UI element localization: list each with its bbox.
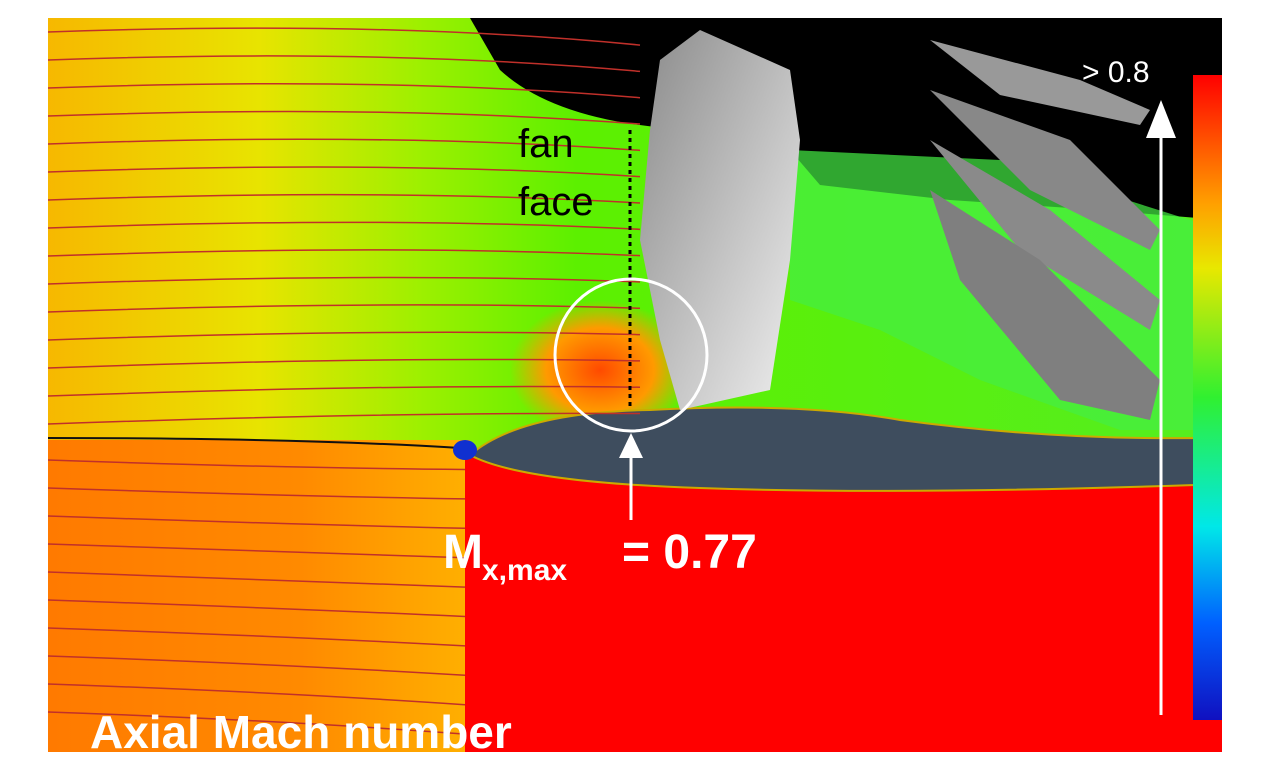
mach-value: = 0.77: [622, 526, 757, 579]
red-region: [465, 455, 1222, 752]
stagnation-point: [453, 440, 477, 460]
mach-symbol: M: [443, 526, 483, 579]
fan-label: fan: [518, 122, 574, 166]
figure-title: Axial Mach number: [90, 706, 512, 758]
page: fan face M x,max = 0.77 > 0.8 Axial Mach…: [0, 0, 1266, 783]
colorbar: [1193, 75, 1222, 720]
mach-subscript: x,max: [482, 554, 567, 587]
face-label: face: [518, 180, 594, 224]
cfd-figure: fan face M x,max = 0.77 > 0.8 Axial Mach…: [0, 0, 1266, 783]
colorbar-max: > 0.8: [1082, 56, 1150, 89]
